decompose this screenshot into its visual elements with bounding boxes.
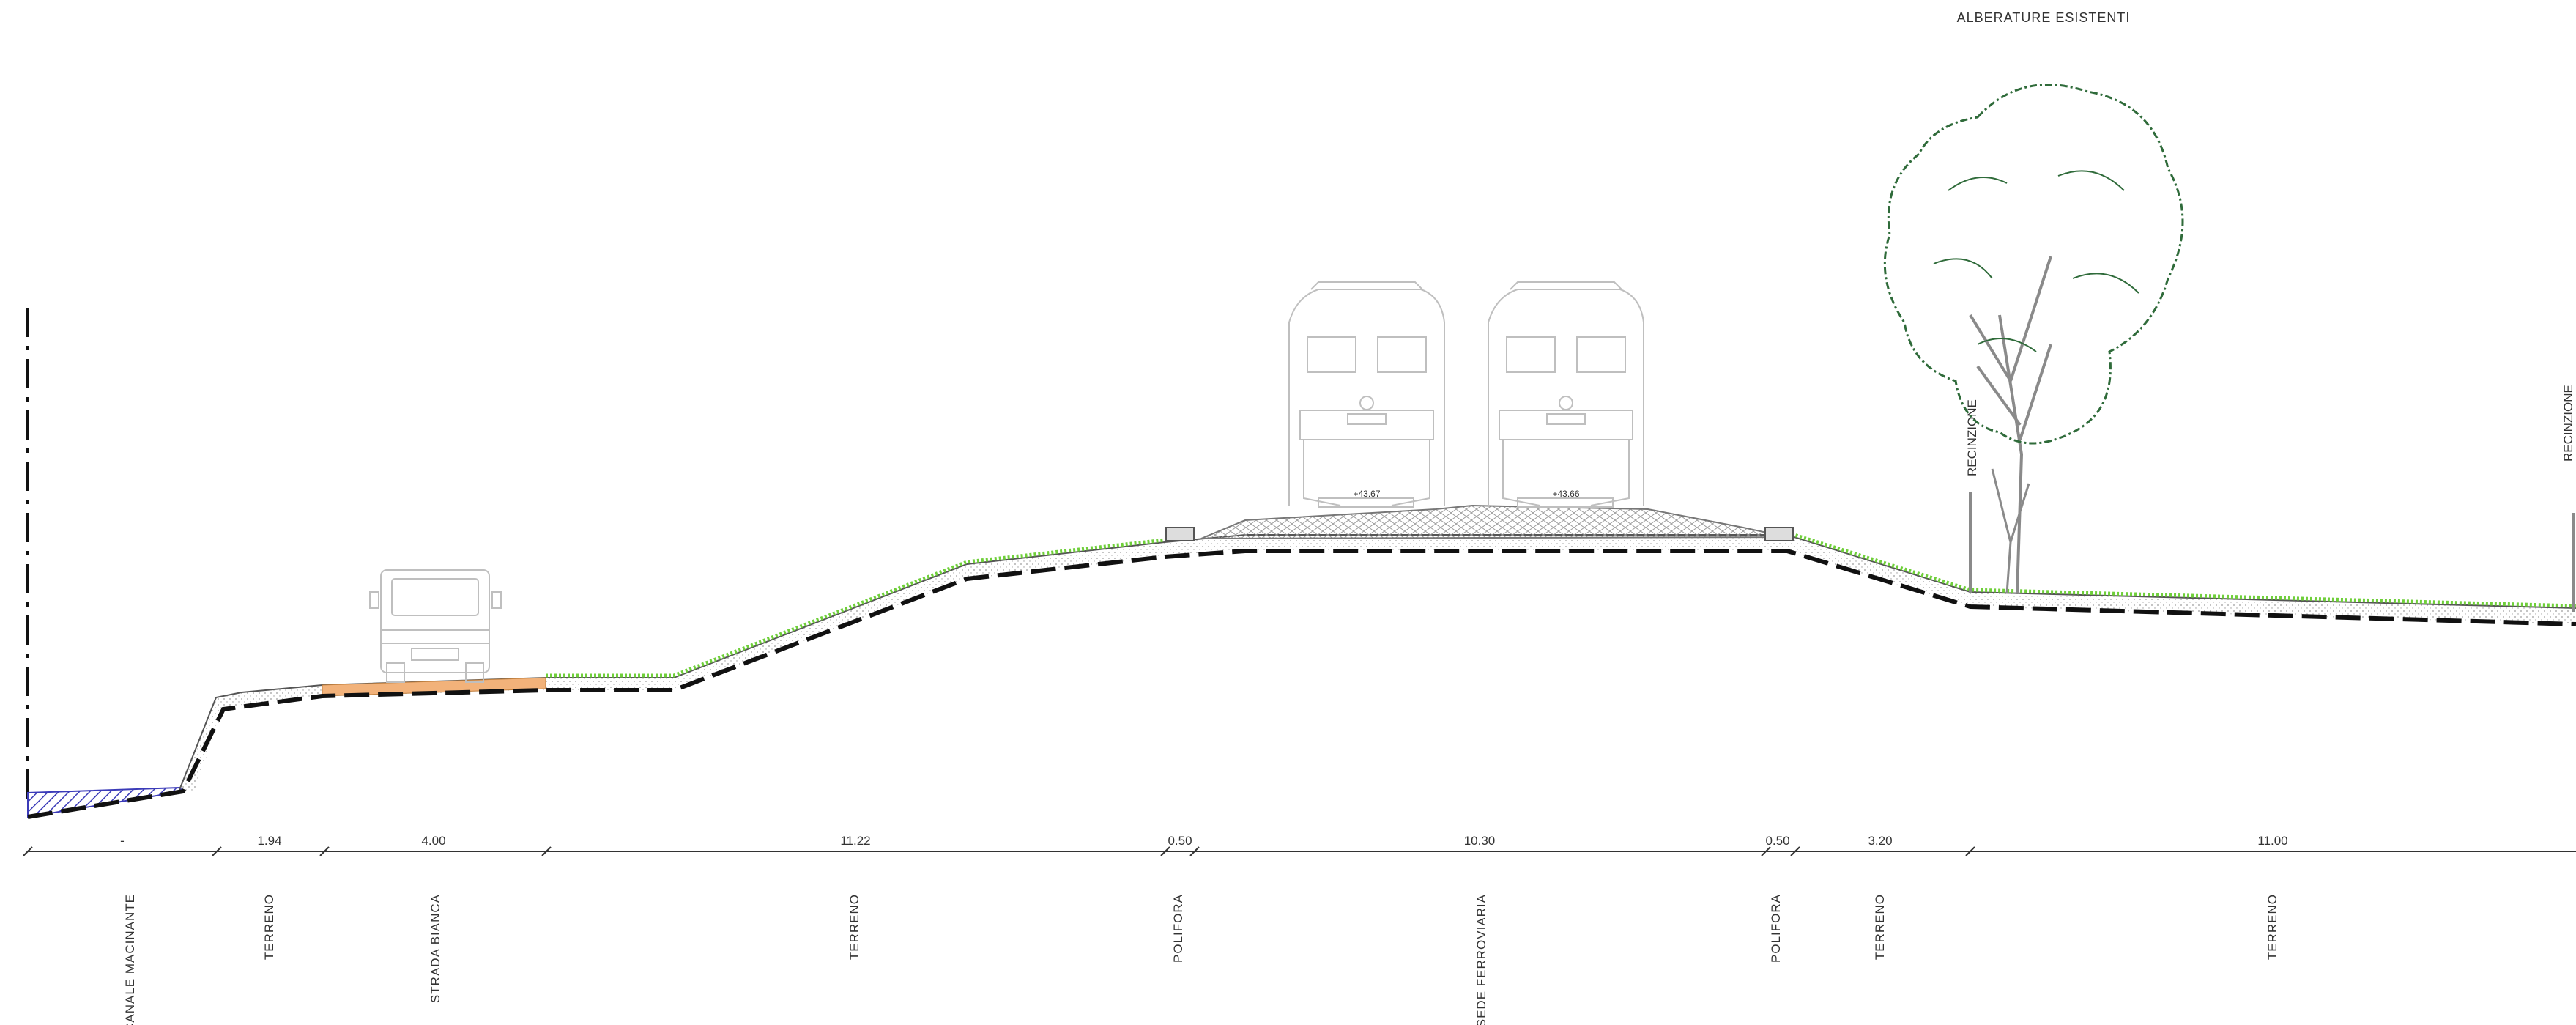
ground-line (27, 549, 2576, 819)
elevation-1: +43.67 (1353, 489, 1380, 499)
dimension-value: 4.00 (421, 834, 445, 848)
zone-label: SEDE FERROVIARIA (1474, 894, 1488, 1025)
polifora-right (1764, 527, 1794, 541)
zone-label: TERRENO (1873, 894, 1887, 960)
dimension-value: 1.94 (257, 834, 281, 848)
road-surface (322, 677, 546, 697)
zone-label: CANALE MACINANTE (123, 894, 137, 1025)
zone-label: STRADA BIANCA (428, 894, 442, 1003)
train-illustration-1 (1288, 281, 1445, 508)
elevation-2: +43.66 (1552, 489, 1579, 499)
soil-layer (179, 535, 2576, 791)
surface-line (179, 534, 2576, 791)
zone-label: POLIFORA (1171, 894, 1185, 963)
zone-label: TERRENO (2265, 894, 2279, 960)
tree-illustration (1883, 84, 2184, 594)
zone-label: TERRENO (262, 894, 276, 960)
right-fence-label: RECINZIONE (2561, 385, 2575, 462)
trees-label: ALBERATURE ESISTENTI (1957, 10, 2131, 25)
fence-post (1969, 492, 1972, 593)
dimension-value: 11.22 (840, 834, 870, 848)
grass-left (546, 538, 1165, 678)
train-illustration-2 (1488, 281, 1644, 508)
grass-right (1786, 530, 2576, 608)
dimension-value: 10.30 (1464, 834, 1496, 848)
van-illustration (369, 569, 502, 683)
zone-label: POLIFORA (1769, 894, 1783, 963)
zone-label: TERRENO (847, 894, 861, 960)
dimension-value: 11.00 (2257, 834, 2287, 848)
dimension-value: - (120, 834, 125, 848)
dimension-value: 0.50 (1765, 834, 1789, 848)
railway-ballast (1200, 504, 1788, 539)
dimension-value: 3.20 (1868, 834, 1892, 848)
fence-label: RECINZIONE (1965, 399, 1979, 476)
polifora-left (1165, 527, 1195, 541)
dimension-value: 0.50 (1168, 834, 1192, 848)
dimension-ticks (23, 846, 1975, 856)
